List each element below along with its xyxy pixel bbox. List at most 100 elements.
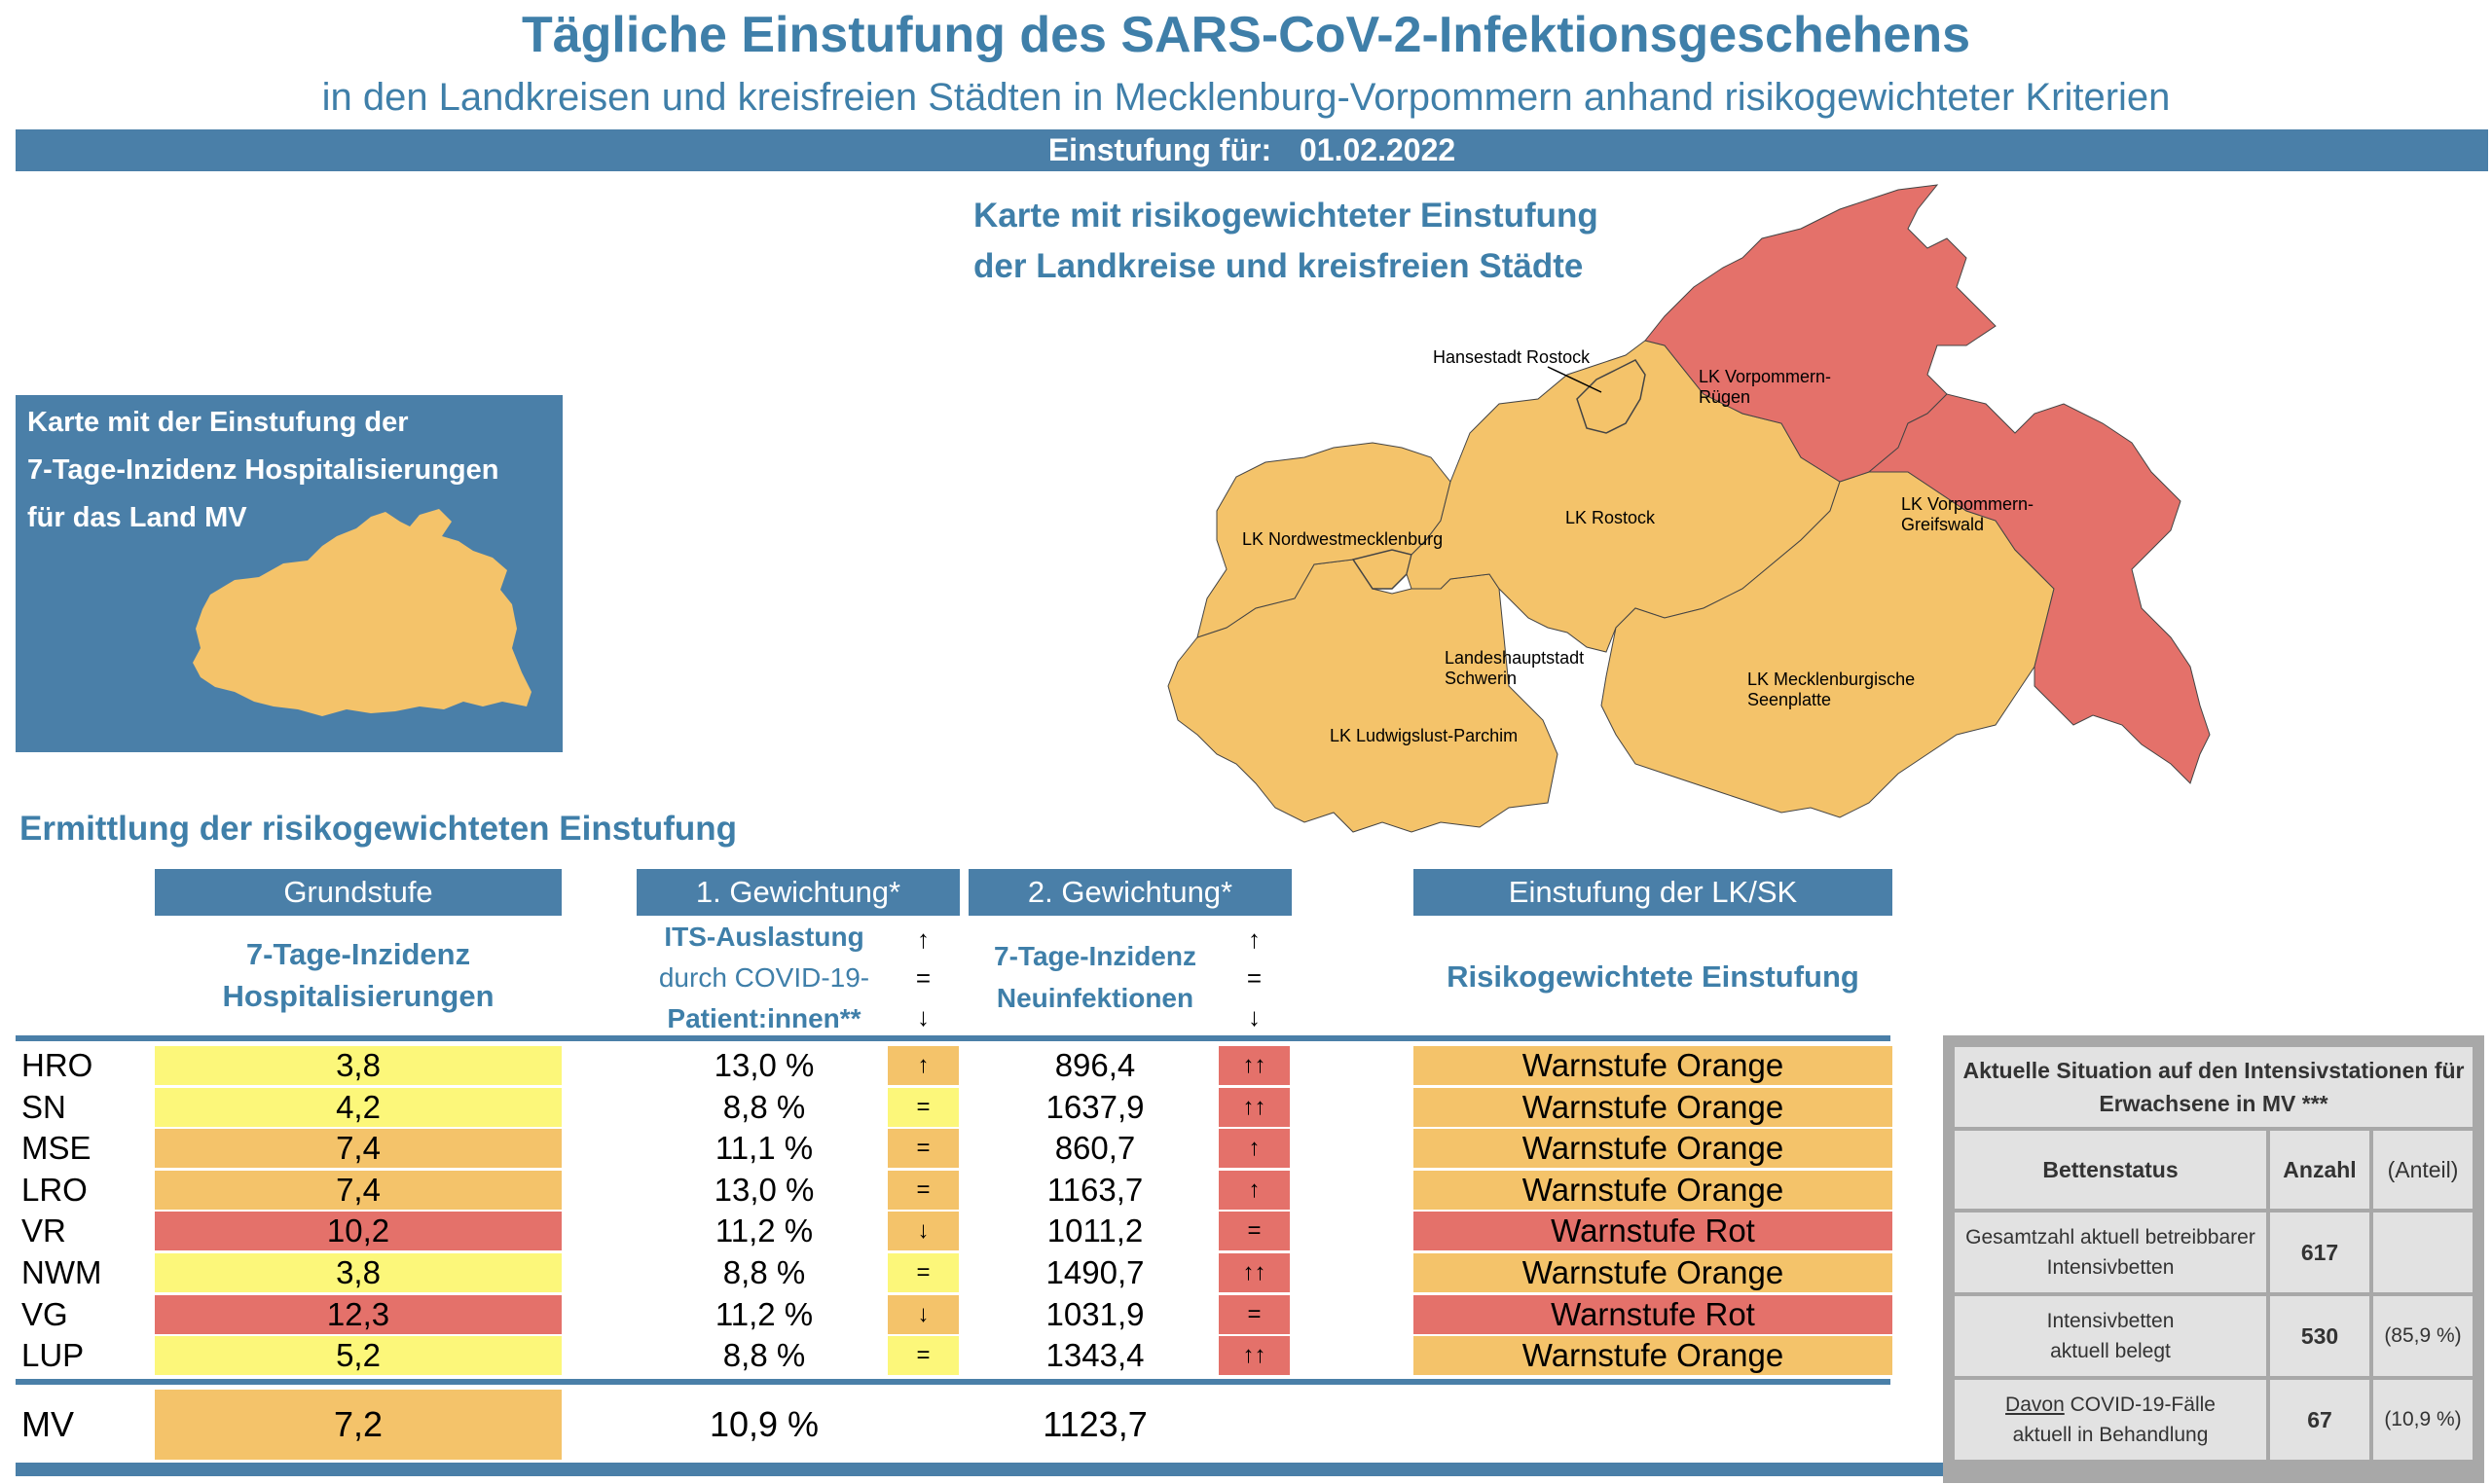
row-inzidenz-trend: = — [1219, 1295, 1290, 1334]
date-bar: Einstufung für: 01.02.2022 — [16, 129, 2488, 171]
icu-row3-label1: Davon COVID-19-Fälle — [1956, 1390, 2265, 1420]
row-its-trend: = — [888, 1088, 959, 1127]
icu-title-line1: Aktuelle Situation auf den Intensivstati… — [1962, 1058, 2465, 1083]
subheader-gewichtung-2: 7-Tage-Inzidenz Neuinfektionen — [969, 935, 1222, 1019]
map-label-vg-line2: Greifswald — [1901, 515, 1985, 534]
trend-equal-icon: = — [1246, 963, 1263, 993]
mini-map-shape — [193, 509, 531, 716]
row-lk: VG — [21, 1296, 68, 1332]
total-row: MV 7,2 10,9 % 1123,7 — [0, 1390, 1947, 1460]
icu-row2-label2: aktuell belegt — [2050, 1340, 2171, 1362]
row-lk: LRO — [21, 1172, 88, 1208]
row-inzidenz: 1490,7 — [1045, 1254, 1145, 1290]
icu-row2-anzahl: 530 — [2270, 1296, 2369, 1376]
subheader-grundstufe-line2: Hospitalisierungen — [222, 979, 495, 1013]
table-rule-bottom — [16, 1463, 1943, 1476]
table-rule-mid — [16, 1379, 1890, 1385]
section-title: Ermittlung der risikogewichteten Einstuf… — [19, 810, 737, 848]
icu-table: Aktuelle Situation auf den Intensivstati… — [1951, 1043, 2476, 1464]
row-grundstufe: 7,4 — [155, 1171, 562, 1210]
row-grundstufe: 3,8 — [155, 1046, 562, 1085]
row-einstufung: Warnstufe Rot — [1413, 1212, 1892, 1250]
row-einstufung: Warnstufe Orange — [1413, 1336, 1892, 1375]
icu-col-status: Bettenstatus — [1955, 1131, 2266, 1209]
subheader-grundstufe-line1: 7-Tage-Inzidenz — [245, 937, 471, 971]
icu-row3-label2: aktuell in Behandlung — [2012, 1424, 2209, 1446]
map-label-vg-line1: LK Vorpommern- — [1901, 494, 2034, 514]
row-its-trend: ↓ — [888, 1212, 959, 1250]
row-its: 11,1 % — [715, 1130, 814, 1166]
row-grundstufe: 4,2 — [155, 1088, 562, 1127]
map-region-vg — [1867, 393, 2211, 784]
table-row: LUP 5,2 8,8 % = 1343,4 ↑↑ Warnstufe Orange — [0, 1336, 1947, 1377]
subheader-einstufung: Risikogewichtete Einstufung — [1447, 959, 1859, 994]
icu-row3-label1-underlined: Davon — [2005, 1394, 2065, 1416]
mini-map-title-line2: 7-Tage-Inzidenz Hospitalisierungen — [27, 454, 499, 486]
row-inzidenz: 896,4 — [1054, 1047, 1136, 1083]
row-its: 8,8 % — [722, 1089, 806, 1125]
header-grundstufe: Grundstufe — [155, 869, 562, 916]
map-label-vr: LK Vorpommern- Rügen — [1699, 367, 1831, 408]
trend-up-icon: ↑ — [1248, 924, 1261, 954]
row-inzidenz-trend: ↑↑ — [1219, 1088, 1290, 1127]
map-label-sn-line1: Landeshauptstadt — [1445, 648, 1585, 668]
map-label-nwm: LK Nordwestmecklenburg — [1242, 529, 1444, 549]
icu-col-anzahl: Anzahl — [2270, 1131, 2369, 1209]
map-label-mse-line2: Seenplatte — [1747, 690, 1832, 709]
icu-row1-label2: Intensivbetten — [2046, 1256, 2175, 1279]
trend-legend-2: ↑ = ↓ — [1219, 920, 1290, 1036]
subheader-gew1-line2: durch COVID-19- — [658, 962, 870, 993]
row-its-trend: = — [888, 1171, 959, 1210]
map-title-line2: der Landkreise und kreisfreien Städte — [973, 247, 1584, 285]
trend-down-icon: ↓ — [917, 1002, 930, 1032]
row-inzidenz-trend: ↑↑ — [1219, 1336, 1290, 1375]
table-row: VR 10,2 11,2 % ↓ 1011,2 = Warnstufe Rot — [0, 1212, 1947, 1252]
row-lk: VR — [21, 1213, 66, 1249]
page-subtitle: in den Landkreisen und kreisfreien Städt… — [321, 76, 2171, 119]
icu-row-label: Intensivbetten aktuell belegt — [1955, 1296, 2266, 1376]
icu-title-line2: Erwachsene in MV *** — [2099, 1091, 2328, 1116]
map-label-sn-line2: Schwerin — [1445, 669, 1518, 688]
subheader-gewichtung-1: ITS-Auslastung durch COVID-19- Patient:i… — [633, 917, 896, 1039]
table-row: VG 12,3 11,2 % ↓ 1031,9 = Warnstufe Rot — [0, 1295, 1947, 1336]
subheader-gew1-line1: ITS-Auslastung — [664, 922, 864, 952]
map-label-hro: Hansestadt Rostock — [1433, 347, 1591, 367]
table-row: SN 4,2 8,8 % = 1637,9 ↑↑ Warnstufe Orange — [0, 1088, 1947, 1129]
icu-row3-anzahl: 67 — [2270, 1380, 2369, 1460]
header-gewichtung-2: 2. Gewichtung* — [969, 869, 1292, 916]
page-title: Tägliche Einstufung des SARS-CoV-2-Infek… — [521, 7, 1971, 63]
row-einstufung: Warnstufe Orange — [1413, 1253, 1892, 1292]
trend-legend-1: ↑ = ↓ — [888, 920, 959, 1036]
row-grundstufe: 10,2 — [155, 1212, 562, 1250]
icu-col-anteil: (Anteil) — [2373, 1131, 2473, 1209]
row-einstufung: Warnstufe Orange — [1413, 1129, 1892, 1168]
icu-row-label: Gesamtzahl aktuell betreibbarer Intensiv… — [1955, 1213, 2266, 1292]
header-gewichtung-1: 1. Gewichtung* — [637, 869, 960, 916]
row-its: 11,2 % — [715, 1296, 814, 1332]
row-inzidenz: 1031,9 — [1045, 1296, 1145, 1332]
icu-row-label: Davon COVID-19-Fälle aktuell in Behandlu… — [1955, 1380, 2266, 1460]
map-label-mse: LK Mecklenburgische Seenplatte — [1747, 670, 1915, 710]
row-inzidenz-trend: ↑↑ — [1219, 1253, 1290, 1292]
row-grundstufe: 3,8 — [155, 1253, 562, 1292]
map-label-lup: LK Ludwigslust-Parchim — [1330, 726, 1519, 745]
row-einstufung: Warnstufe Rot — [1413, 1295, 1892, 1334]
map-region-hro — [1576, 359, 1646, 434]
row-its-trend: = — [888, 1129, 959, 1168]
row-inzidenz: 860,7 — [1054, 1130, 1136, 1166]
row-lk: HRO — [21, 1047, 93, 1083]
row-its: 13,0 % — [714, 1172, 815, 1208]
map-label-sn: Landeshauptstadt Schwerin — [1445, 648, 1584, 689]
table-rule-top — [16, 1035, 1890, 1041]
mini-map-title-line3: für das Land MV — [27, 502, 247, 533]
icu-row1-label1: Gesamtzahl aktuell betreibbarer — [1965, 1226, 2255, 1249]
total-inzidenz: 1123,7 — [1043, 1404, 1148, 1444]
map-region-sn — [1351, 549, 1412, 590]
row-its-trend: ↑ — [888, 1046, 959, 1085]
district-map: Hansestadt Rostock LK Vorpommern- Rügen … — [1158, 180, 2229, 851]
trend-down-icon: ↓ — [1248, 1002, 1261, 1032]
row-inzidenz: 1343,4 — [1045, 1337, 1145, 1373]
row-its-trend: ↓ — [888, 1295, 959, 1334]
row-lk: LUP — [21, 1337, 85, 1373]
row-lk: SN — [21, 1089, 66, 1125]
